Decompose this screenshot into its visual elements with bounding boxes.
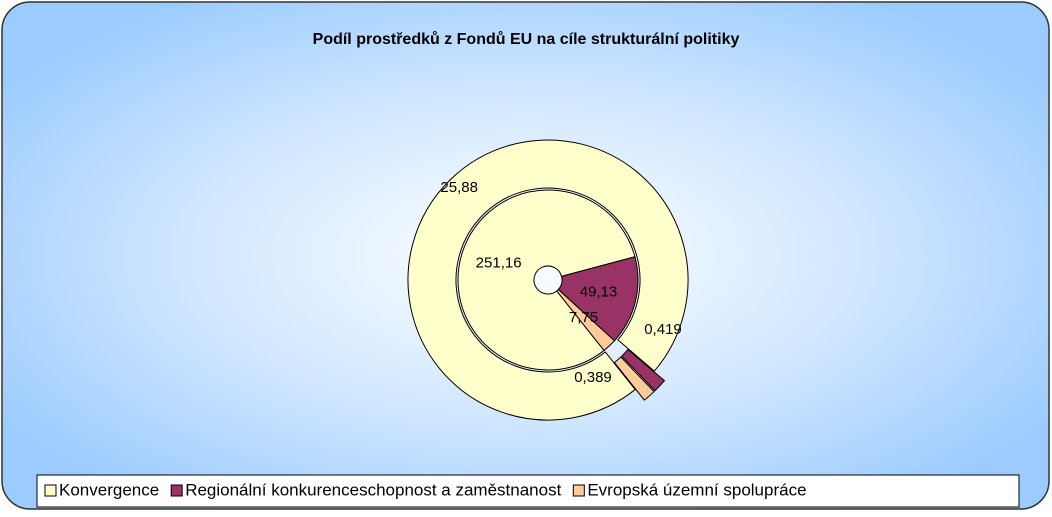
data-label: 251,16 (476, 255, 522, 272)
data-label: 25,88 (440, 179, 478, 196)
slice (557, 256, 639, 342)
legend-label: Regionální konkurenceschopnost a zaměstn… (185, 480, 561, 499)
legend-label: Evropská územní spolupráce (587, 480, 806, 499)
slice (457, 189, 636, 371)
slice (556, 288, 616, 352)
legend-swatch (572, 484, 585, 497)
data-label: 0,419 (644, 321, 682, 338)
legend-swatch (170, 484, 183, 497)
chart-title: Podíl prostředků z Fondů EU na cíle stru… (313, 31, 740, 48)
legend: Konvergence Regionální konkurenceschopnos… (44, 480, 807, 499)
slice (621, 348, 666, 392)
slice (613, 356, 655, 401)
data-label: 7,75 (569, 309, 598, 326)
slice (407, 139, 689, 421)
data-label: 0,389 (574, 369, 612, 386)
legend-label: Konvergence (59, 480, 159, 499)
legend-swatch (44, 484, 57, 497)
legend-box (36, 474, 1020, 508)
data-label: 49,13 (580, 283, 618, 300)
